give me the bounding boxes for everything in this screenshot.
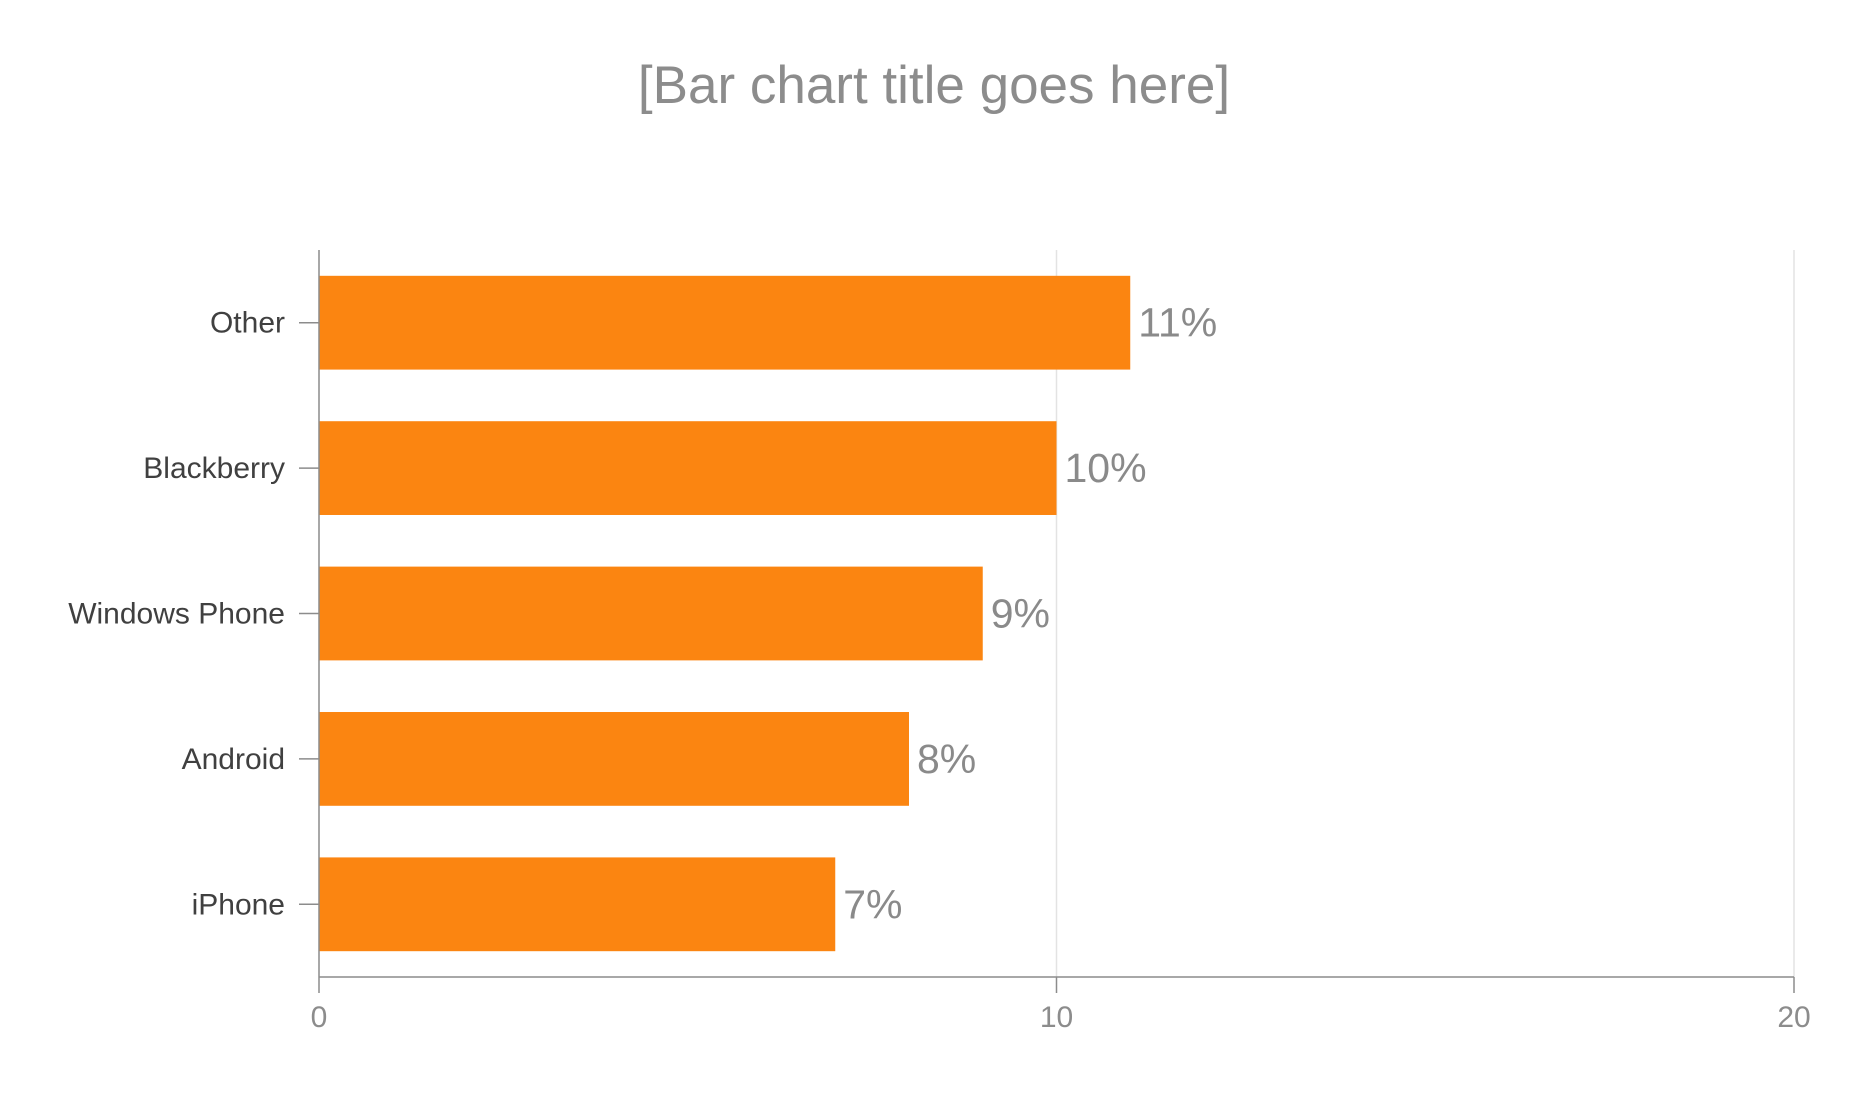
value-label-1: 10%: [1065, 445, 1147, 491]
axes: [299, 250, 1795, 993]
category-label-1: Blackberry: [143, 452, 285, 485]
chart-title: [Bar chart title goes here]: [638, 56, 1230, 115]
x-tick-label-0: 0: [311, 1001, 328, 1034]
x-tick-label-2: 20: [1777, 1001, 1810, 1034]
category-label-2: Windows Phone: [68, 598, 285, 631]
labels: Other 11% Blackberry 10% Windows Phone 9% Andr…: [68, 300, 1810, 1034]
value-label-2: 9%: [991, 591, 1050, 637]
bar-1: [319, 421, 1057, 515]
category-label-4: iPhone: [192, 888, 285, 921]
bar-4: [319, 857, 836, 952]
bar-2: [319, 566, 983, 661]
x-tick-label-1: 10: [1040, 1001, 1073, 1034]
bar-3: [319, 712, 909, 806]
category-label-0: Other: [210, 307, 285, 340]
category-label-3: Android: [182, 743, 285, 776]
value-label-0: 11%: [1138, 300, 1217, 346]
value-label-4: 7%: [843, 881, 902, 927]
bars: [319, 275, 1131, 952]
bar-0: [319, 275, 1131, 370]
grid-lines: [1055, 250, 1795, 977]
value-label-3: 8%: [917, 736, 976, 782]
